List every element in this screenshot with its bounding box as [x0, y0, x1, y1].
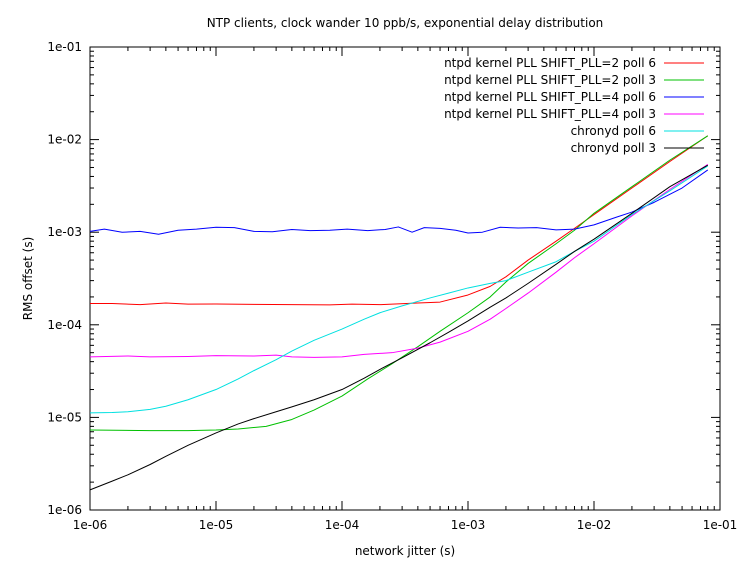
y-tick-label: 1e-03: [47, 225, 82, 239]
x-tick-label: 1e-05: [199, 518, 234, 532]
series-line-1: [90, 135, 709, 306]
series-line-2: [89, 135, 709, 432]
legend-label: ntpd kernel PLL SHIFT_PLL=2 poll 6: [444, 56, 656, 70]
legend-label: ntpd kernel PLL SHIFT_PLL=2 poll 3: [444, 73, 656, 87]
y-tick-label: 1e-04: [47, 318, 82, 332]
y-tick-label: 1e-01: [47, 40, 82, 54]
y-tick-label: 1e-06: [47, 503, 82, 517]
x-tick-label: 1e-06: [73, 518, 108, 532]
x-tick-label: 1e-01: [703, 518, 738, 532]
legend: ntpd kernel PLL SHIFT_PLL=2 poll 6 ntpd k…: [444, 56, 704, 155]
series-line-5: [89, 165, 709, 414]
chart-title: NTP clients, clock wander 10 ppb/s, expo…: [207, 16, 604, 30]
series-line-6: [89, 164, 709, 491]
y-axis-label: RMS offset (s): [21, 237, 35, 321]
y-tick-label: 1e-02: [47, 133, 82, 147]
x-axis-label: network jitter (s): [355, 544, 455, 558]
legend-label: chronyd poll 3: [571, 141, 656, 155]
plot-frame: [89, 46, 721, 511]
series-line-3: [89, 169, 709, 235]
x-tick-label: 1e-02: [577, 518, 612, 532]
series-line-4: [89, 163, 709, 358]
legend-label: ntpd kernel PLL SHIFT_PLL=4 poll 3: [444, 107, 656, 121]
legend-label: chronyd poll 6: [571, 124, 656, 138]
x-tick-label: 1e-04: [325, 518, 360, 532]
series-lines: [89, 135, 709, 491]
legend-label: ntpd kernel PLL SHIFT_PLL=4 poll 6: [444, 90, 656, 104]
axis-ticks: 1e-06 1e-05 1e-04 1e-03 1e-02 1e-01 1e-06 1e-05…: [47, 40, 737, 532]
y-tick-label: 1e-05: [47, 410, 82, 424]
x-tick-label: 1e-03: [451, 518, 486, 532]
